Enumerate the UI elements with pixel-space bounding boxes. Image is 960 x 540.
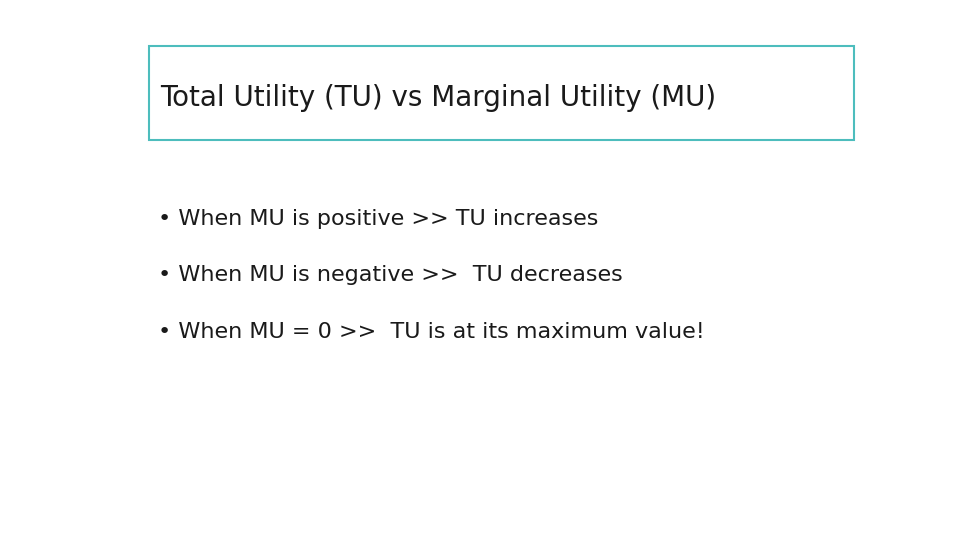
Text: • When MU is positive >> TU increases: • When MU is positive >> TU increases	[158, 208, 599, 229]
Text: • When MU is negative >>  TU decreases: • When MU is negative >> TU decreases	[158, 265, 623, 286]
Text: • When MU = 0 >>  TU is at its maximum value!: • When MU = 0 >> TU is at its maximum va…	[158, 322, 706, 342]
Text: Total Utility (TU) vs Marginal Utility (MU): Total Utility (TU) vs Marginal Utility (…	[160, 84, 716, 112]
